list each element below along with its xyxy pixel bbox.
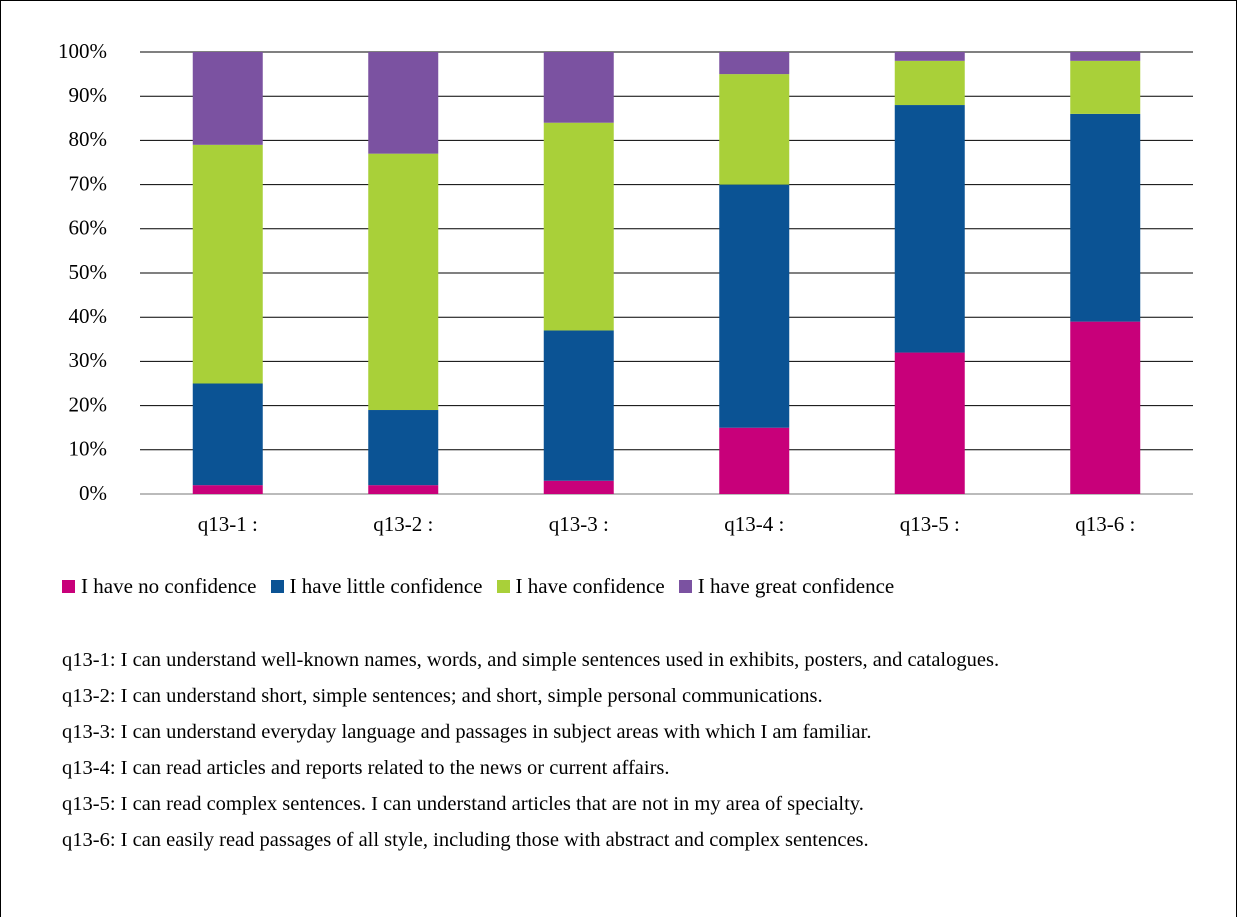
bar-segment [192,52,263,145]
y-tick-label: 100% [58,39,107,63]
note: q13-1: I can understand well-known names… [62,649,1000,671]
y-tick-label: 60% [69,216,108,240]
y-tick-label: 0% [79,481,107,505]
legend-label: I have confidence [515,574,665,598]
note: q13-6: I can easily read passages of all… [62,829,869,851]
bar-segment [368,410,439,486]
y-tick-label: 30% [69,348,108,372]
legend-swatch [678,580,692,593]
bar-segment [368,153,439,411]
bar-segment [1070,321,1141,494]
bar-segment [1070,52,1141,61]
y-tick-label: 80% [69,127,108,151]
legend-item: I have no confidence [62,574,257,599]
x-tick-label: q13-2 : [373,512,433,536]
bar-segment [894,352,965,494]
y-tick-label: 10% [69,437,108,461]
x-tick-label: q13-1 : [198,512,258,536]
bar-segment [719,184,790,428]
bar-segment [543,330,614,481]
bar-segment [543,122,614,331]
legend: I have no confidence I have little confid… [62,574,908,599]
bar-segment [894,60,965,106]
y-tick-label: 70% [69,171,108,195]
chart: 0% 10% 20% 30% 40% 50% 60% 70% 80% 90% 100% q13-1 :… [58,39,1193,536]
note: q13-2: I can understand short, simple se… [62,685,823,707]
bar-segment [894,105,965,353]
legend-label: I have no confidence [81,574,257,598]
x-tick-label: q13-5 : [900,512,960,536]
legend-swatch [270,580,284,593]
bar-segment [192,383,263,486]
legend-label: I have great confidence [697,574,895,598]
x-tick-label: q13-4 : [724,512,784,536]
bar-segment [1070,113,1141,322]
legend-item: I have little confidence [270,574,483,599]
y-tick-label: 20% [69,392,108,416]
bar-segment [368,52,439,154]
note: q13-3: I can understand everyday languag… [62,721,872,743]
bar-segment [192,485,263,494]
bar-segment [192,144,263,384]
y-tick-label: 90% [69,83,108,107]
legend-item: I have great confidence [678,574,895,599]
note: q13-4: I can read articles and reports r… [62,757,670,779]
notes: q13-1: I can understand well-known names… [62,642,1192,858]
note: q13-5: I can read complex sentences. I c… [62,793,864,815]
x-tick-label: q13-3 : [549,512,609,536]
legend-label: I have little confidence [289,574,483,598]
bar-segment [719,52,790,75]
y-tick-label: 50% [69,260,108,284]
bar-segment [719,427,790,494]
legend-swatch [496,580,510,593]
y-tick-label: 40% [69,304,108,328]
legend-item: I have confidence [496,574,665,599]
bar-segment [368,485,439,494]
bar-segment [543,480,614,494]
bar-segment [894,52,965,61]
x-tick-label: q13-6 : [1075,512,1135,536]
bar-segment [719,74,790,185]
bar-segment [543,52,614,123]
bar-segment [1070,60,1141,114]
legend-swatch [62,580,75,593]
